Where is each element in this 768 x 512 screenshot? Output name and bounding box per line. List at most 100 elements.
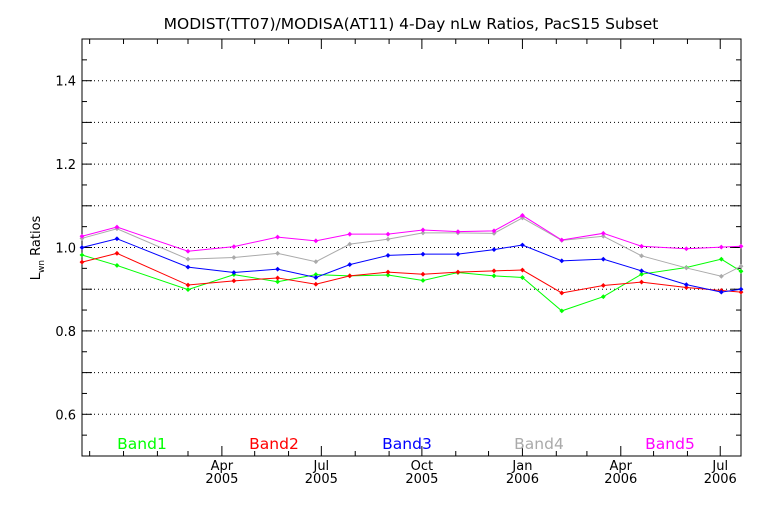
data-point — [114, 224, 120, 230]
data-point — [185, 248, 191, 254]
data-point — [231, 278, 237, 284]
data-point — [385, 252, 391, 258]
y-tick-label: 1.2 — [55, 158, 76, 173]
data-point — [313, 281, 319, 287]
x-tick-label-month: Apr — [610, 459, 633, 474]
data-point — [275, 250, 281, 256]
data-point — [347, 273, 353, 279]
x-tick-label-month: Apr — [211, 459, 234, 474]
data-point — [520, 267, 525, 273]
data-point — [185, 264, 191, 270]
data-point — [455, 269, 461, 275]
x-tick-label-year: 2005 — [405, 472, 438, 487]
data-point — [491, 273, 497, 279]
data-point — [275, 275, 281, 281]
data-point — [275, 234, 281, 240]
data-point — [114, 263, 120, 268]
data-point — [718, 273, 724, 279]
data-point — [385, 236, 391, 242]
data-point — [114, 236, 120, 242]
legend: Band1 Band2 Band3 Band4 Band5 — [117, 435, 695, 453]
y-axis-label: Lwn Ratios — [29, 215, 47, 280]
series-line — [81, 252, 742, 294]
data-point — [738, 263, 744, 269]
series-band1 — [79, 252, 744, 314]
data-point — [313, 238, 319, 244]
x-tick-label-month: Jul — [711, 459, 728, 474]
series-band4 — [79, 215, 744, 279]
y-axis-label-rest: Ratios — [29, 215, 44, 260]
data-point — [347, 231, 353, 237]
data-point — [385, 231, 391, 237]
x-tick-label-month: Jul — [312, 459, 329, 474]
data-point — [683, 265, 689, 271]
data-point — [455, 229, 461, 235]
data-point — [559, 308, 565, 314]
data-point — [313, 275, 319, 280]
data-point — [79, 233, 85, 239]
x-tick-label-year: 2006 — [604, 472, 637, 487]
data-point — [79, 259, 85, 265]
series-line — [81, 238, 742, 293]
data-point — [600, 230, 606, 236]
series-line — [81, 217, 742, 277]
data-point — [275, 279, 281, 285]
data-point — [420, 251, 426, 257]
x-tick-label-year: 2005 — [205, 472, 238, 487]
data-point — [600, 283, 606, 288]
data-point — [491, 228, 497, 234]
data-point — [231, 244, 237, 250]
x-tick-label-year: 2006 — [704, 472, 737, 487]
x-tick-label-year: 2006 — [506, 472, 539, 487]
data-point — [738, 243, 744, 249]
data-point — [639, 243, 644, 249]
legend-item-band4: Band4 — [514, 435, 564, 453]
series-band3 — [79, 236, 744, 295]
legend-item-band3: Band3 — [382, 435, 432, 453]
data-point — [313, 259, 319, 265]
y-tick-label: 1.4 — [55, 75, 76, 90]
series-band5 — [79, 212, 744, 254]
legend-item-band5: Band5 — [645, 435, 695, 453]
data-point — [491, 268, 497, 274]
data-point — [718, 256, 724, 262]
data-point — [185, 282, 191, 288]
series-band2 — [79, 250, 744, 296]
data-point — [600, 256, 606, 262]
x-tick-label-year: 2005 — [305, 472, 338, 487]
data-point — [455, 251, 461, 257]
data-point — [683, 282, 689, 288]
data-point — [738, 268, 744, 274]
data-point — [559, 290, 565, 296]
data-point — [491, 247, 497, 253]
y-tick-label: 0.8 — [55, 325, 76, 340]
y-axis-ticks: 0.6 0.8 1.0 1.2 1.4 — [55, 38, 741, 457]
data-point — [79, 252, 85, 258]
series-line — [81, 214, 742, 252]
data-point — [231, 255, 237, 260]
data-point — [639, 271, 644, 277]
data-point — [738, 286, 744, 292]
data-point — [718, 244, 724, 250]
series-lines — [79, 212, 744, 314]
data-point — [639, 253, 644, 259]
data-point — [347, 241, 353, 247]
y-axis-label-sub: wn — [37, 260, 47, 273]
data-point — [347, 262, 353, 268]
legend-item-band1: Band1 — [117, 435, 167, 453]
x-axis-ticks: Apr2005Jul2005Oct2005Jan2006Apr2006Jul20… — [89, 39, 737, 487]
data-point — [559, 258, 565, 264]
data-point — [520, 212, 525, 218]
data-point — [185, 256, 191, 262]
data-point — [718, 289, 724, 295]
y-tick-label: 1.0 — [55, 242, 76, 257]
chart-title: MODIST(TT07)/MODISA(AT11) 4-Day nLw Rati… — [164, 15, 659, 33]
data-point — [520, 242, 525, 248]
y-tick-label: 0.6 — [55, 408, 76, 423]
data-point — [639, 268, 644, 274]
data-point — [420, 271, 426, 277]
x-tick-label-month: Oct — [411, 459, 433, 474]
data-point — [520, 275, 525, 280]
y-axis-label-main: L — [29, 272, 44, 280]
